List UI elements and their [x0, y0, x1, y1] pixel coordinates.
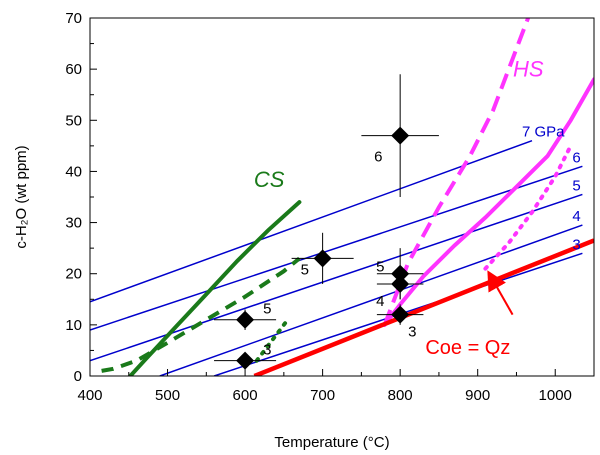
y-tick-label: 10 [65, 317, 82, 334]
point-label: 5 [263, 301, 271, 318]
series-layer [90, 18, 594, 376]
y-tick-label: 60 [65, 61, 82, 78]
coe-qz-arrow [487, 270, 514, 316]
pressure-line-1 [159, 224, 583, 376]
y-tick-label: 0 [74, 368, 82, 385]
diamond-marker [391, 305, 410, 324]
data-point-2: 5 [291, 232, 354, 284]
coe-qz-line [253, 238, 594, 376]
coe-qz-label: Coe = Qz [425, 337, 510, 359]
y-tick-label: 30 [65, 215, 82, 232]
point-label: 6 [374, 149, 382, 166]
x-tick-label: 700 [310, 387, 335, 404]
x-tick-label: 600 [233, 387, 258, 404]
point-label: 4 [376, 293, 384, 310]
x-axis-title: Temperature (°C) [274, 434, 389, 451]
labels-layer: 3 4 5 6 7 GPa CS HS Coe = Qz [254, 56, 581, 359]
point-label: 3 [263, 342, 271, 359]
point-label: 5 [376, 259, 384, 276]
pressure-label-3: 6 [572, 149, 580, 166]
pressure-label-0: 3 [572, 236, 580, 253]
pressure-label-2: 5 [572, 177, 580, 194]
diamond-marker [391, 274, 410, 293]
x-tick-label: 900 [465, 387, 490, 404]
axes-layer: 400 500 600 700 800 900 1000 0 10 20 30 40 50 60 70 Tem… [13, 10, 595, 451]
hs-dashed-line [382, 18, 530, 326]
x-tick-label: 400 [77, 387, 102, 404]
y-axis-title: c-H₂O (wt ppm) [13, 145, 30, 248]
cs-label: CS [254, 167, 285, 192]
hs-solid-line [382, 77, 594, 327]
cs-dotted-line [254, 317, 290, 363]
data-point-3: 6 [361, 74, 439, 197]
y-tick-label: 50 [65, 112, 82, 129]
cs-solid-line [128, 200, 302, 376]
data-point-1: 5 [214, 301, 277, 330]
hs-dotted-line [483, 143, 573, 271]
y-tick-label: 20 [65, 266, 82, 283]
x-tick-label: 500 [155, 387, 180, 404]
diamond-marker [236, 351, 255, 370]
x-tick-label: 1000 [539, 387, 572, 404]
pressure-label-4: 7 GPa [522, 124, 565, 141]
data-point-5: 4 [376, 268, 424, 310]
y-tick-label: 40 [65, 163, 82, 180]
point-label: 3 [408, 324, 416, 341]
pressure-label-1: 4 [572, 208, 580, 225]
diamond-marker [391, 126, 410, 145]
points-layer: 3 5 5 6 5 4 3 [214, 74, 439, 370]
x-tick-label: 800 [388, 387, 413, 404]
diamond-marker [313, 249, 332, 268]
cs-dashed-line [101, 256, 301, 373]
pressure-line-3 [90, 165, 583, 331]
point-label: 5 [301, 261, 309, 278]
data-point-6: 3 [376, 304, 424, 341]
hs-label: HS [513, 56, 544, 81]
data-point-0: 3 [214, 342, 277, 370]
pressure-line-4 [90, 139, 533, 303]
diamond-marker [236, 310, 255, 329]
y-tick-label: 70 [65, 10, 82, 27]
